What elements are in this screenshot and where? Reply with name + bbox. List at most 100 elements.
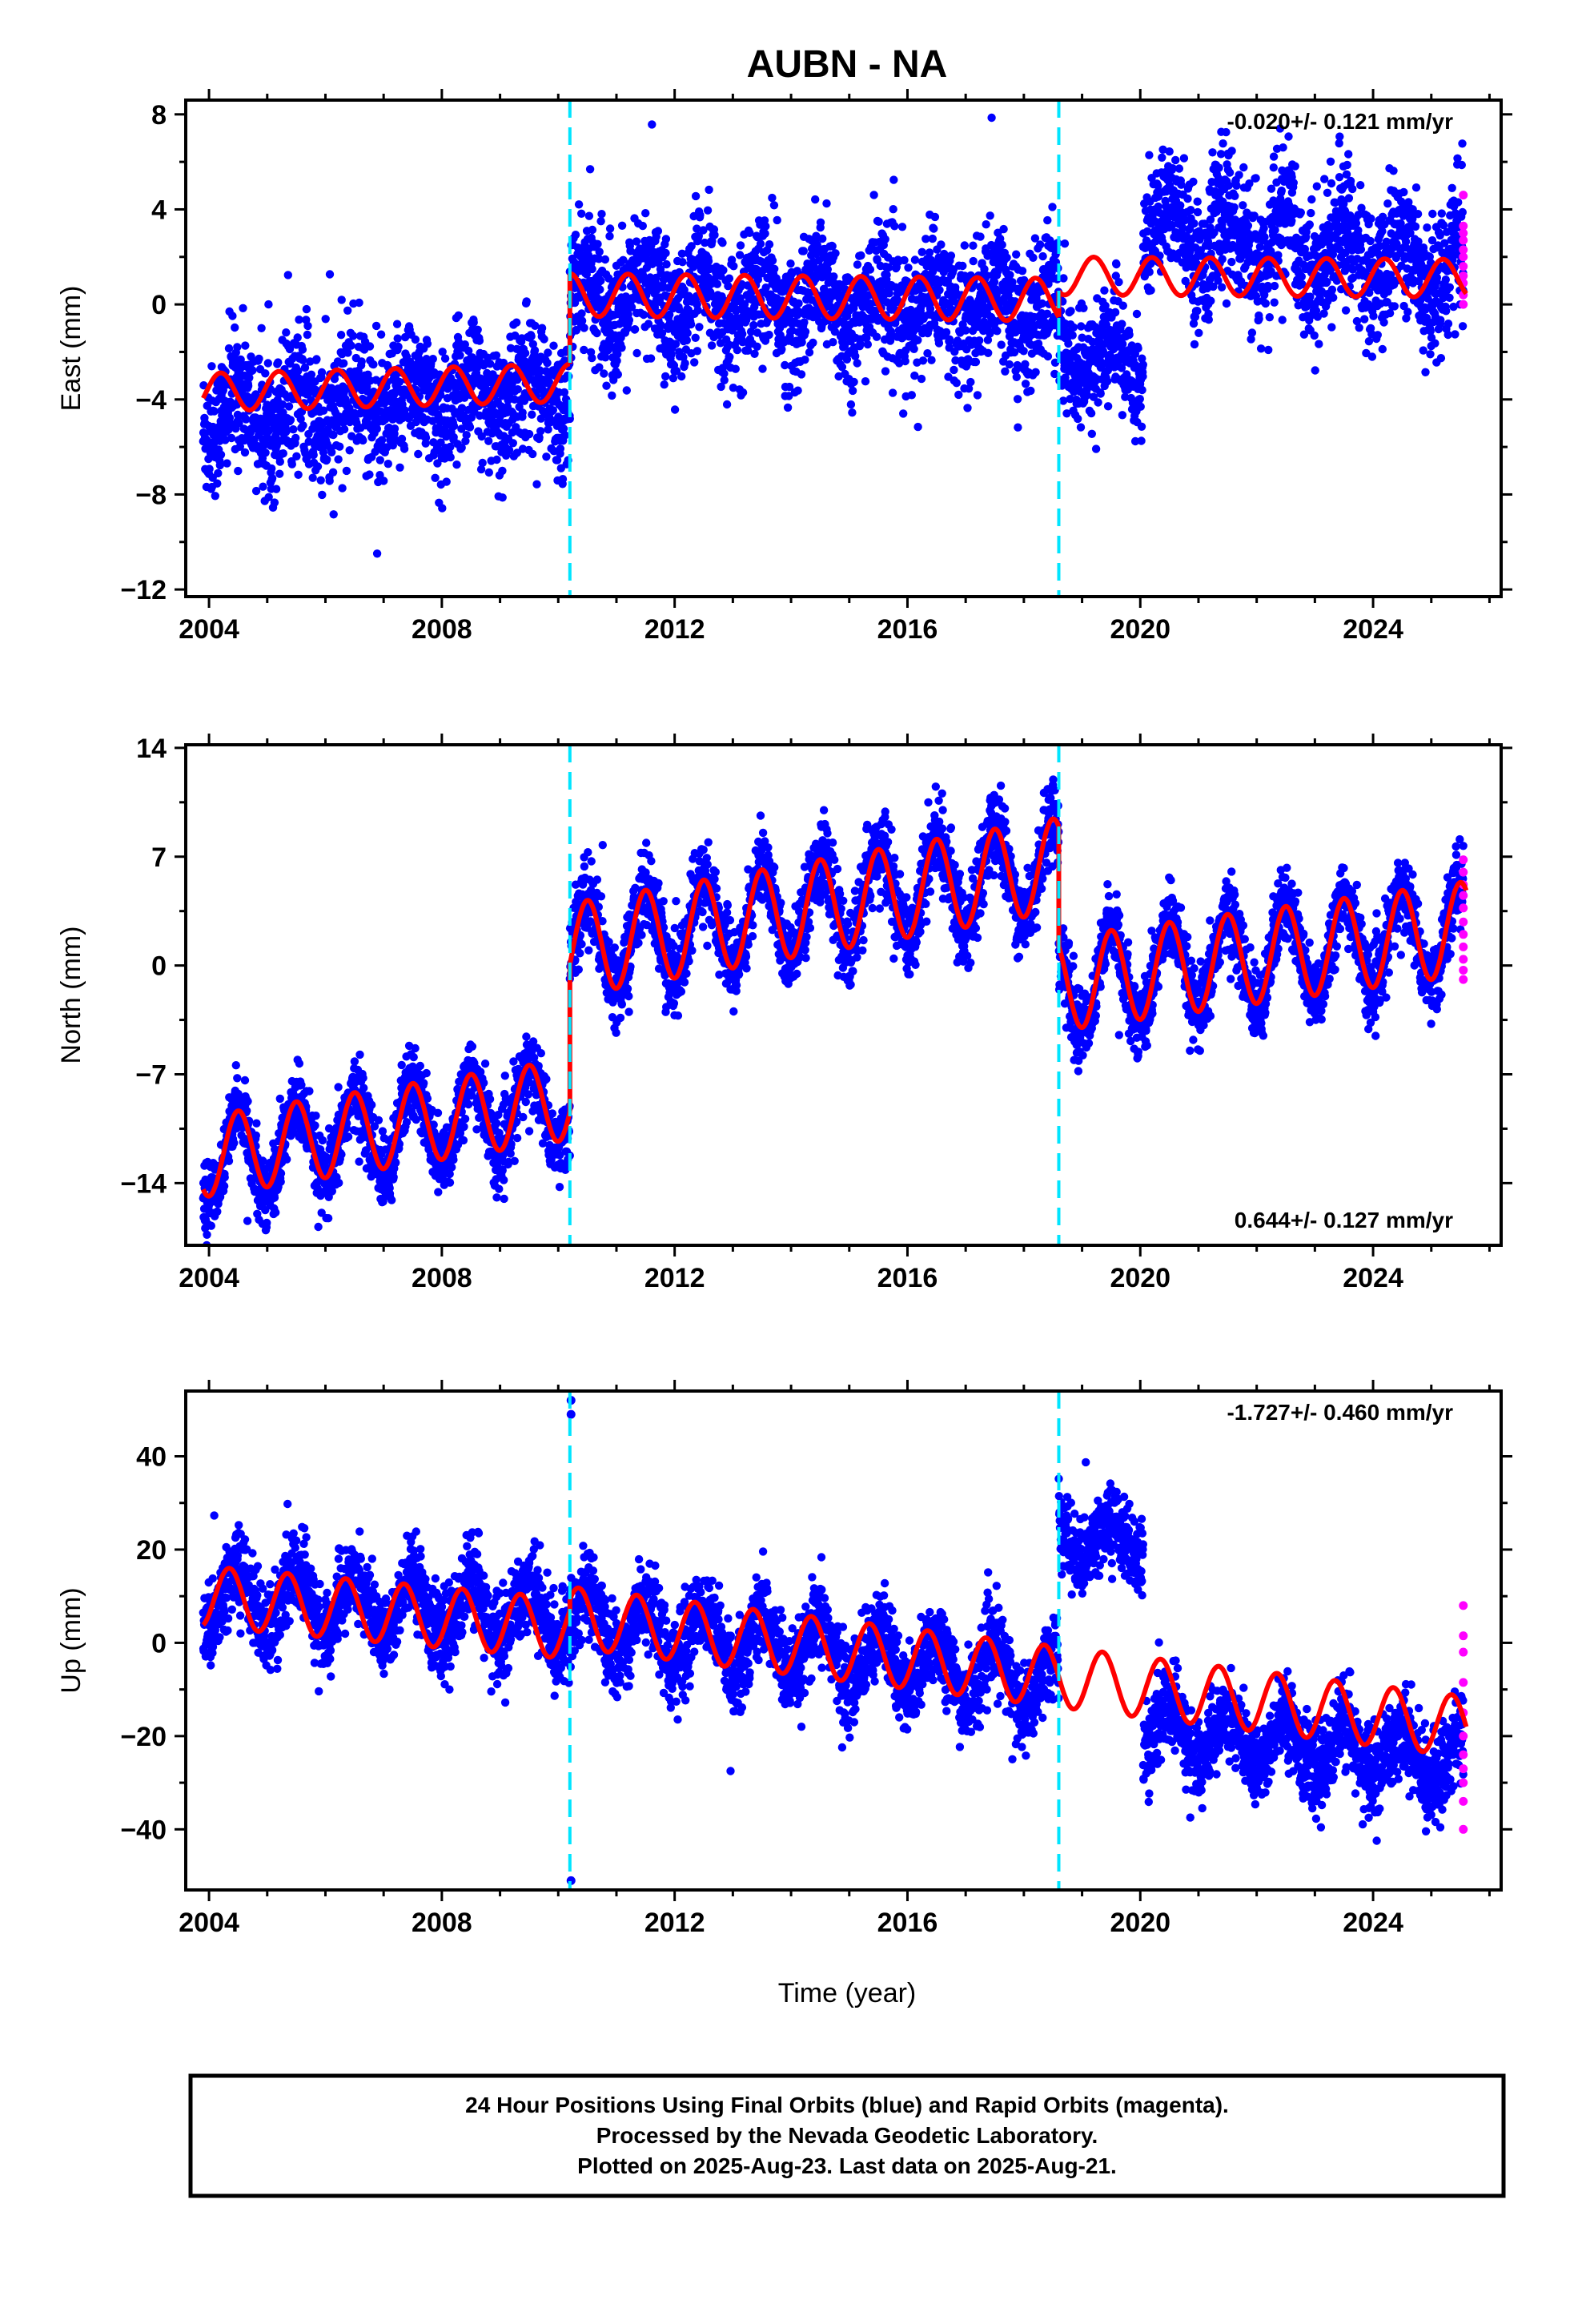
data-point	[1382, 237, 1391, 246]
data-point	[687, 242, 696, 251]
data-point	[584, 211, 594, 220]
data-point	[343, 348, 352, 357]
data-point	[681, 359, 689, 368]
data-point	[1297, 272, 1307, 281]
data-point	[522, 297, 531, 306]
data-point	[1307, 195, 1316, 204]
data-point	[901, 356, 909, 366]
data-point	[313, 462, 323, 471]
data-point	[1284, 132, 1293, 141]
data-point	[446, 452, 455, 462]
data-point	[1255, 315, 1263, 324]
data-point	[1136, 402, 1145, 411]
data-point	[289, 425, 298, 434]
data-point	[1447, 183, 1456, 192]
data-point	[816, 218, 825, 227]
data-point	[239, 304, 247, 312]
data-point	[1094, 398, 1102, 407]
data-point	[1383, 199, 1392, 208]
data-point	[588, 264, 596, 274]
data-point	[1239, 163, 1248, 172]
data-point	[1143, 227, 1152, 236]
data-point	[303, 330, 312, 340]
data-point	[1260, 232, 1269, 242]
data-point	[853, 260, 862, 269]
data-point	[1441, 275, 1451, 284]
data-point	[233, 343, 242, 352]
data-point	[729, 384, 738, 392]
data-point	[329, 430, 338, 440]
data-point	[1339, 199, 1348, 208]
data-point	[396, 463, 404, 472]
data-point	[1362, 348, 1371, 358]
data-point	[228, 312, 237, 320]
data-point	[279, 449, 287, 458]
data-point	[783, 403, 793, 412]
data-point	[1002, 253, 1011, 262]
data-point	[831, 249, 840, 258]
data-point	[613, 350, 622, 359]
data-point	[1224, 181, 1234, 190]
data-point	[231, 323, 239, 332]
data-point	[686, 320, 696, 329]
data-point	[729, 262, 738, 271]
data-point	[772, 274, 781, 283]
data-point	[958, 261, 967, 271]
data-point	[638, 221, 647, 231]
data-point	[536, 427, 545, 436]
data-point	[1335, 132, 1344, 141]
data-point	[998, 240, 1006, 249]
data-point	[907, 391, 917, 400]
data-point	[1342, 170, 1351, 179]
data-point	[904, 263, 913, 272]
data-point	[221, 436, 230, 444]
data-point	[423, 340, 432, 348]
data-point	[1436, 354, 1446, 363]
data-point	[693, 224, 701, 233]
data-point	[661, 372, 670, 381]
data-point	[785, 392, 793, 400]
data-point	[971, 357, 981, 367]
data-point	[1354, 211, 1363, 219]
data-point	[849, 377, 858, 387]
data-point	[966, 377, 975, 387]
data-point	[293, 333, 302, 342]
data-point	[1355, 324, 1363, 332]
data-point	[691, 191, 701, 201]
data-point	[799, 247, 808, 255]
data-point	[1145, 151, 1154, 159]
data-point	[600, 255, 610, 264]
data-point	[934, 339, 944, 348]
data-point	[1168, 164, 1178, 173]
data-point	[1227, 147, 1236, 155]
data-point	[1069, 323, 1078, 332]
data-point	[1379, 318, 1388, 327]
data-point	[746, 328, 756, 336]
data-point	[997, 340, 1006, 349]
data-point	[335, 442, 344, 451]
data-point	[1261, 299, 1271, 308]
data-point	[694, 231, 703, 240]
data-point	[785, 382, 794, 392]
data-point	[1356, 181, 1365, 190]
data-point	[394, 342, 403, 352]
data-point	[530, 346, 540, 355]
data-point	[1118, 301, 1128, 310]
data-point	[1408, 215, 1417, 223]
data-point	[372, 424, 381, 433]
data-point	[720, 369, 729, 378]
data-point	[524, 429, 534, 439]
data-point	[736, 241, 745, 250]
data-point	[1125, 330, 1134, 340]
data-point	[428, 416, 437, 425]
data-point	[1256, 344, 1266, 353]
data-point	[1442, 307, 1451, 316]
data-point	[973, 391, 982, 400]
data-point	[211, 492, 219, 501]
data-point	[1346, 176, 1355, 186]
data-point	[942, 328, 951, 337]
data-point	[624, 316, 634, 324]
data-point	[267, 464, 276, 473]
data-point	[1329, 293, 1338, 302]
data-point	[1176, 201, 1185, 210]
